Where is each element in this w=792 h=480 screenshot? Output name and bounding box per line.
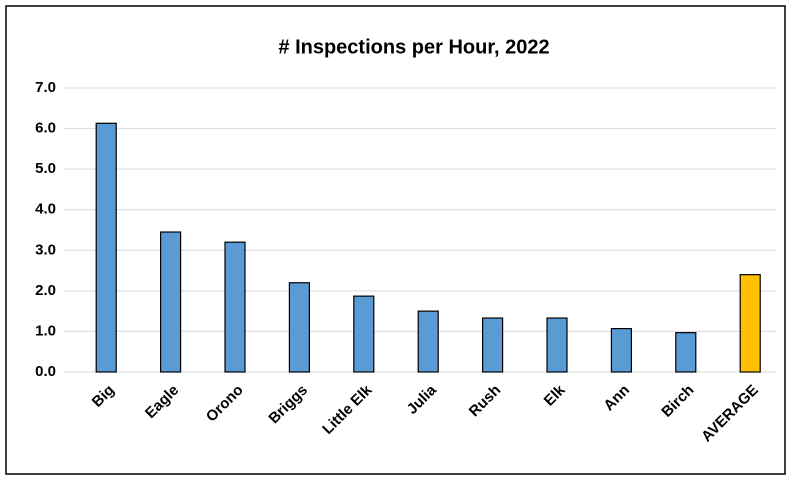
y-tick-label: 3.0 bbox=[35, 241, 56, 258]
bar bbox=[160, 231, 182, 373]
bar bbox=[224, 241, 246, 373]
chart-title: # Inspections per Hour, 2022 bbox=[278, 36, 549, 58]
y-tick-label: 0.0 bbox=[35, 363, 56, 380]
bar bbox=[353, 295, 375, 373]
bar bbox=[482, 317, 504, 373]
bar bbox=[675, 332, 697, 373]
bar bbox=[288, 282, 310, 373]
y-tick-label: 7.0 bbox=[35, 79, 56, 96]
y-tick-label: 5.0 bbox=[35, 160, 56, 177]
bar bbox=[95, 122, 117, 373]
bar bbox=[546, 317, 568, 373]
y-tick-label: 4.0 bbox=[35, 201, 56, 218]
y-tick-label: 6.0 bbox=[35, 120, 56, 137]
bar bbox=[417, 310, 439, 373]
bar bbox=[610, 327, 633, 373]
bar bbox=[739, 274, 761, 373]
y-tick-label: 1.0 bbox=[35, 322, 56, 339]
chart-frame bbox=[5, 5, 786, 475]
y-tick-label: 2.0 bbox=[35, 282, 56, 299]
